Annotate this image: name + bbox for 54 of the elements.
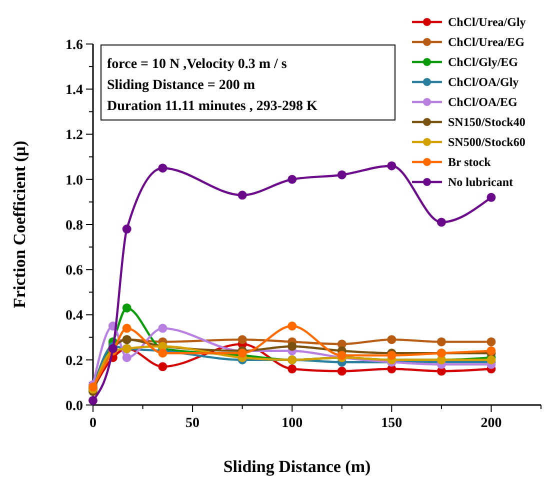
- point: [436, 218, 446, 227]
- y-tick-label: 1.6: [66, 38, 83, 53]
- y-tick-label: 0.6: [66, 264, 83, 279]
- legend-label: ChCl/Gly/EG: [448, 55, 518, 70]
- y-tick-label: 1.0: [66, 173, 83, 188]
- y-tick-label: 0.0: [66, 398, 83, 414]
- x-tick-label: 150: [381, 416, 402, 431]
- x-tick-label: 0: [90, 416, 96, 431]
- legend-label: ChCl/OA/EG: [448, 95, 518, 110]
- legend-label: SN150/Stock40: [448, 115, 526, 130]
- annotation: Duration 11.11 minutes , 293-298 K: [107, 99, 318, 114]
- point: [486, 337, 496, 346]
- legend-label: No lubricant: [448, 175, 514, 190]
- point: [158, 164, 168, 173]
- y-axis-title: Friction Coefficient (µ): [10, 140, 29, 308]
- annotation: Sliding Distance = 200 m: [107, 78, 256, 93]
- point: [337, 170, 346, 180]
- legend-label: ChCl/Urea/EG: [448, 35, 524, 50]
- annotation: force = 10 N ,Velocity 0.3 m / s: [107, 57, 288, 72]
- point: [288, 174, 297, 184]
- point: [288, 342, 297, 351]
- y-tick-label: 0.2: [66, 354, 83, 369]
- point: [387, 161, 396, 170]
- point: [238, 190, 247, 200]
- point: [288, 364, 297, 374]
- note-box: force = 10 N ,Velocity 0.3 m / s Sliding Distance = 200 m Duration 11.11 minutes , 293-298 K: [100, 44, 396, 120]
- point: [238, 335, 247, 344]
- y-tick-label: 1.2: [66, 128, 83, 144]
- point: [436, 337, 446, 346]
- point: [337, 366, 346, 376]
- point: [337, 350, 346, 360]
- point: [122, 353, 132, 362]
- y-tick-label: 0.4: [66, 308, 83, 324]
- x-axis-title: Sliding Distance (m): [223, 457, 371, 476]
- legend-label: SN500/Stock60: [448, 135, 526, 150]
- point: [387, 335, 396, 344]
- point: [288, 322, 297, 331]
- point: [122, 224, 132, 234]
- point: [486, 346, 496, 356]
- y-tick-label: 1.4: [66, 83, 83, 98]
- point: [486, 192, 496, 202]
- x-tick-label: 50: [186, 416, 200, 431]
- legend-label: Br stock: [448, 155, 492, 170]
- legend-label: ChCl/OA/Gly: [448, 75, 519, 90]
- x-tick-label: 100: [282, 416, 303, 431]
- point: [122, 324, 132, 333]
- point: [158, 362, 168, 372]
- point: [158, 324, 168, 333]
- point: [158, 348, 168, 358]
- x-tick-label: 200: [480, 416, 502, 431]
- legend-label: ChCl/Urea/Gly: [448, 15, 526, 30]
- point: [122, 303, 132, 312]
- y-tick-label: 0.8: [66, 218, 83, 234]
- point: [88, 396, 98, 405]
